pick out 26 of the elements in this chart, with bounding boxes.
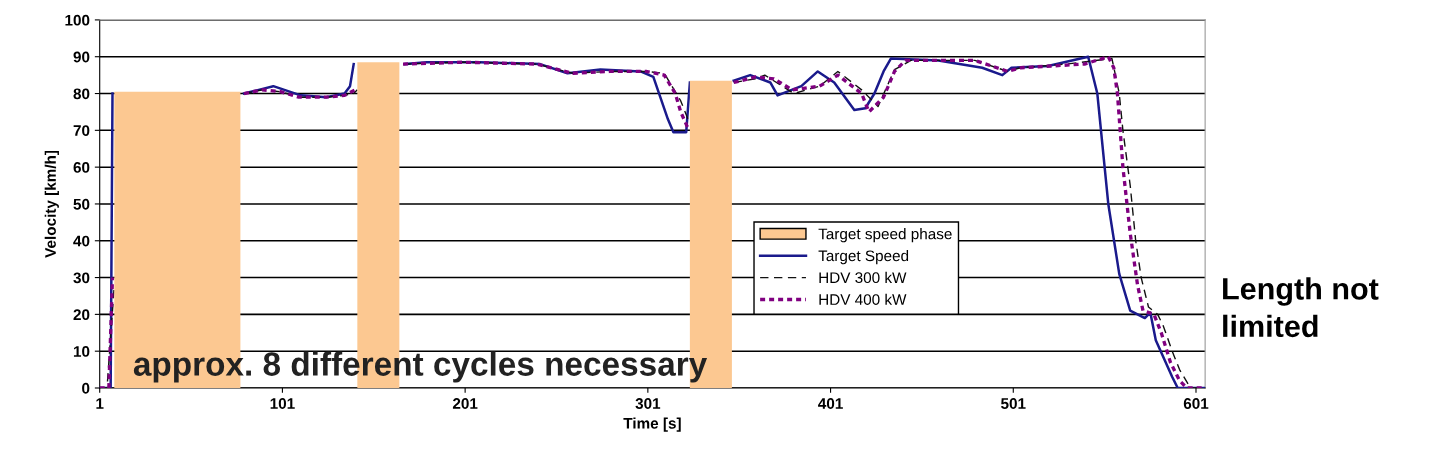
x-tick-label: 501 [1001, 398, 1026, 409]
y-tick-label: 20 [73, 309, 90, 321]
x-tick-label: 1 [96, 398, 104, 409]
x-tick-label: 601 [1183, 398, 1209, 409]
y-axis-title: Velocity [km/h] [44, 150, 59, 258]
x-axis-title: Time [s] [623, 417, 681, 432]
legend-label: HDV 400 kW [819, 293, 907, 305]
legend-label: HDV 300 kW [819, 271, 907, 284]
y-tick-label: 60 [73, 162, 90, 173]
y-tick-label: 10 [73, 346, 90, 357]
y-tick-label: 80 [73, 88, 90, 100]
y-tick-label: 40 [73, 235, 90, 247]
annotation: approx. 8 different cycles necessary [133, 351, 708, 383]
y-tick-label: 100 [65, 14, 90, 26]
y-tick-label: 30 [73, 272, 90, 284]
x-tick-label: 201 [452, 398, 478, 409]
y-tick-label: 0 [82, 382, 90, 394]
x-tick-label: 401 [818, 398, 843, 409]
text: Length not limited [1223, 277, 1379, 338]
y-tick-label: 50 [73, 198, 90, 210]
x-tick-label: 101 [270, 398, 295, 409]
legend-label: Target Speed [818, 249, 909, 265]
legend-label: Target speed phase [818, 228, 952, 243]
y-tick-label: 70 [73, 125, 90, 137]
y-tick-label: 90 [73, 51, 90, 63]
x-tick-label: 301 [635, 398, 661, 409]
